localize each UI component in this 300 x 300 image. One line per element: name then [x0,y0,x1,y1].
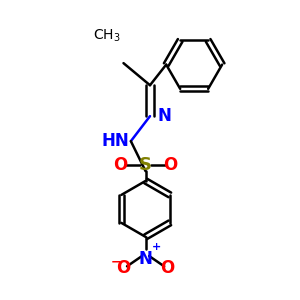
Text: O: O [116,259,130,277]
Text: HN: HN [102,132,129,150]
Text: O: O [164,156,178,174]
Text: O: O [160,259,175,277]
Text: N: N [158,107,171,125]
Text: −: − [111,255,122,268]
Text: CH$_3$: CH$_3$ [94,28,121,44]
Text: +: + [152,242,161,252]
Text: S: S [139,156,152,174]
Text: O: O [113,156,128,174]
Text: N: N [139,250,152,268]
